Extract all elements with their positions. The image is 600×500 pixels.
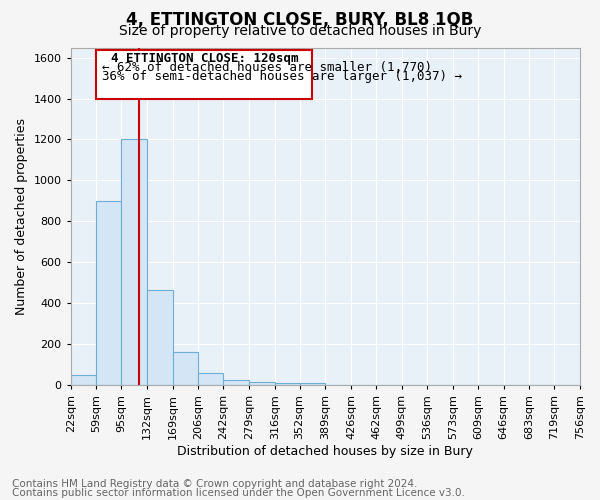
Text: 4 ETTINGTON CLOSE: 120sqm: 4 ETTINGTON CLOSE: 120sqm bbox=[110, 52, 298, 65]
Bar bbox=[249, 382, 275, 385]
X-axis label: Distribution of detached houses by size in Bury: Distribution of detached houses by size … bbox=[178, 444, 473, 458]
Text: 36% of semi-detached houses are larger (1,037) →: 36% of semi-detached houses are larger (… bbox=[102, 70, 462, 82]
Bar bbox=[173, 352, 199, 385]
Text: ← 62% of detached houses are smaller (1,770): ← 62% of detached houses are smaller (1,… bbox=[102, 61, 432, 74]
FancyBboxPatch shape bbox=[97, 50, 312, 98]
Y-axis label: Number of detached properties: Number of detached properties bbox=[15, 118, 28, 314]
Text: Size of property relative to detached houses in Bury: Size of property relative to detached ho… bbox=[119, 24, 481, 38]
Bar bbox=[71, 374, 97, 385]
Text: 4, ETTINGTON CLOSE, BURY, BL8 1QB: 4, ETTINGTON CLOSE, BURY, BL8 1QB bbox=[127, 11, 473, 29]
Text: Contains HM Land Registry data © Crown copyright and database right 2024.: Contains HM Land Registry data © Crown c… bbox=[12, 479, 418, 489]
Bar bbox=[147, 290, 173, 385]
Text: Contains public sector information licensed under the Open Government Licence v3: Contains public sector information licen… bbox=[12, 488, 465, 498]
Bar bbox=[97, 201, 121, 385]
Bar bbox=[299, 382, 325, 385]
Bar bbox=[121, 140, 147, 385]
Bar bbox=[199, 372, 223, 385]
Bar bbox=[223, 380, 249, 385]
Bar bbox=[275, 382, 299, 385]
